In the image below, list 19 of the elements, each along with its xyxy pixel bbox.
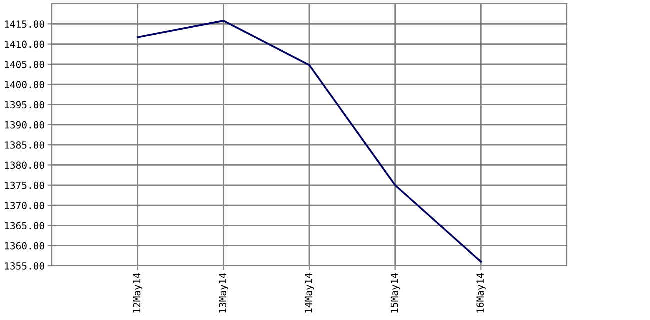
y-tick-label: 1375.00 [5,182,44,190]
y-tick-label: 1395.00 [5,101,44,109]
line-series [136,20,482,263]
y-tick-label: 1385.00 [5,142,44,149]
y-tick-label: 1355.00 [5,262,44,270]
y-tick-label: 1380.00 [5,162,44,170]
y-tick-label: 1360.00 [5,242,44,250]
x-tick-label: 15May14 [390,273,400,313]
x-tick-label: 14May14 [305,273,314,313]
x-tick-label: 13May14 [219,273,228,313]
x-tick-label: 16May14 [476,273,486,313]
y-tick-label: 1405.00 [5,60,44,68]
y-tick-label: 1390.00 [5,121,44,129]
x-tick-label: 12May14 [133,273,143,313]
y-tick-label: 1370.00 [5,202,44,210]
y-tick-label: 1365.00 [5,222,44,230]
y-tick-label: 1410.00 [5,40,44,48]
y-tick-label: 1400.00 [5,81,44,88]
y-tick-label: 1415.00 [5,20,44,28]
